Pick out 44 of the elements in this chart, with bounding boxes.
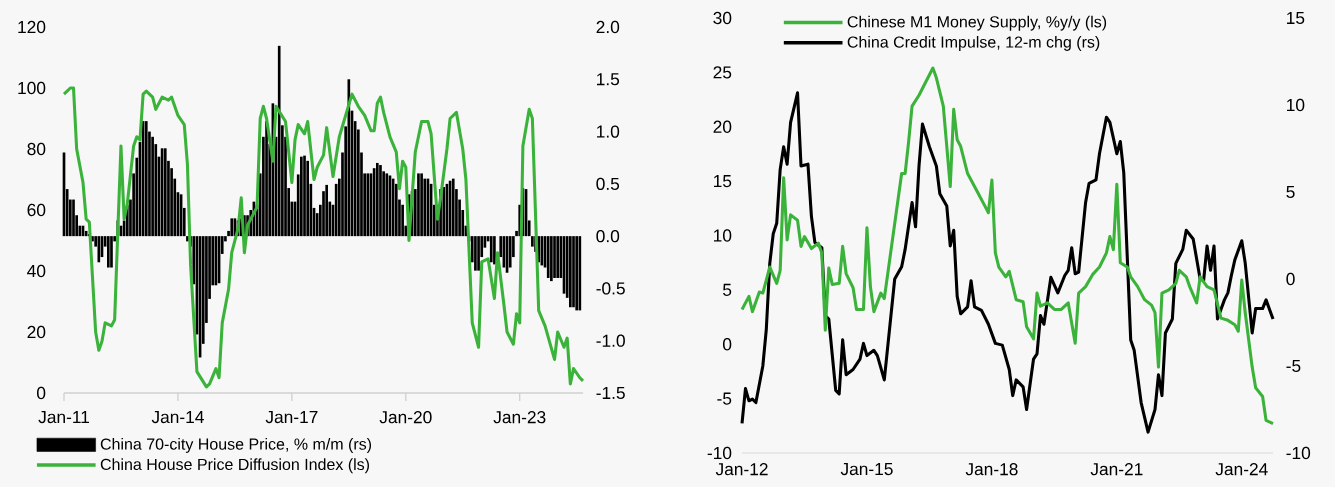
x-tick-label: Jan-20 <box>379 411 432 424</box>
y2-tick-label: 5 <box>1286 185 1295 199</box>
x-tick-label: Jan-15 <box>840 463 893 476</box>
y-tick-label: 25 <box>713 66 732 79</box>
y-tick-label: 0 <box>722 338 732 351</box>
legend-label: China House Price Diffusion Index (ls) <box>100 458 370 474</box>
y-tick-label: 10 <box>714 229 732 242</box>
y2-tick-label: -0.5 <box>596 282 625 295</box>
y2-tick-label: 2.0 <box>596 20 620 34</box>
y-tick-label: 0 <box>37 386 46 400</box>
y2-tick-label: -1.5 <box>596 386 625 400</box>
y2-tick-label: 1.0 <box>597 125 620 138</box>
y-tick-label: 80 <box>27 142 46 156</box>
y-tick-label: 100 <box>18 81 46 95</box>
y-tick-label: 20 <box>713 120 732 133</box>
x-tick-label: Jan-21 <box>1090 463 1143 476</box>
y2-tick-label: -10 <box>1286 446 1311 460</box>
y-tick-label: 15 <box>714 175 732 188</box>
y2-tick-label: 0 <box>1286 272 1295 286</box>
y2-tick-label: -5 <box>1286 359 1301 373</box>
legend-label: China 70-city House Price, % m/m (rs) <box>100 438 372 453</box>
legend-label: Chinese M1 Money Supply, %y/y (ls) <box>847 15 1107 31</box>
y2-tick-label: 10 <box>1287 98 1305 112</box>
y2-tick-label: 1.5 <box>597 73 620 86</box>
y2-tick-label: -1.0 <box>596 334 625 347</box>
y-tick-label: 30 <box>713 11 732 25</box>
x-tick-label: Jan-14 <box>151 411 204 424</box>
x-tick-label: Jan-23 <box>493 411 546 424</box>
y2-tick-label: 0.0 <box>596 230 620 243</box>
y2-tick-label: 0.5 <box>596 177 620 190</box>
y-tick-label: 20 <box>27 325 46 339</box>
x-tick-label: Jan-24 <box>1215 463 1268 476</box>
legend-label: China Credit Impulse, 12-m chg (rs) <box>847 35 1100 51</box>
y-tick-label: 60 <box>27 203 46 217</box>
x-tick-label: Jan-18 <box>965 463 1018 476</box>
y-tick-label: -5 <box>717 392 732 405</box>
x-tick-label: Jan-12 <box>715 463 768 476</box>
y-tick-label: 40 <box>27 264 46 278</box>
y-tick-label: 120 <box>18 20 46 34</box>
x-tick-label: Jan-17 <box>265 411 318 424</box>
y-tick-label: -10 <box>707 446 732 460</box>
y2-tick-label: 15 <box>1287 11 1305 25</box>
y-tick-label: 5 <box>723 283 732 296</box>
x-tick-label: Jan-11 <box>38 411 90 424</box>
